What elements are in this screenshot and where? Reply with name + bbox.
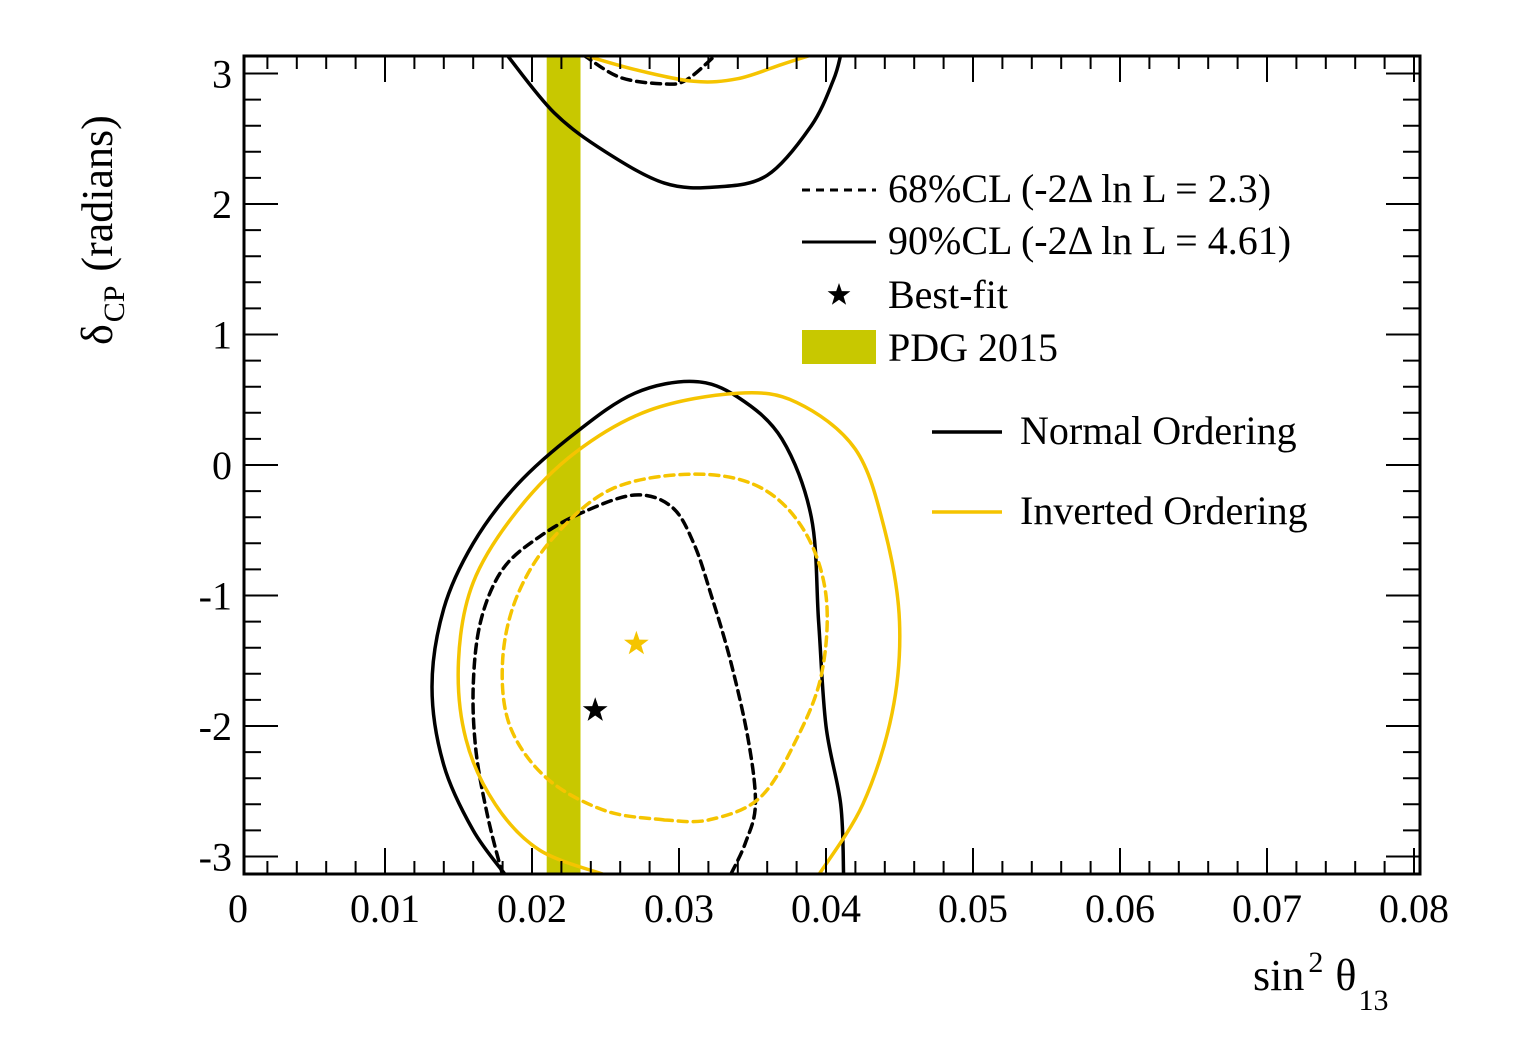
x-tick-label: 0.06 — [1085, 886, 1155, 931]
y-tick-label: 0 — [212, 443, 232, 488]
x-tick-label: 0.07 — [1232, 886, 1302, 931]
legend-inverted-ordering-label: Inverted Ordering — [1020, 488, 1308, 533]
y-tick-labels: -3 -2 -1 0 1 2 3 — [199, 52, 232, 880]
x-tick-label: 0 — [228, 886, 248, 931]
best-fit-marker-layer — [582, 630, 649, 721]
x-axis-title-sup: 2 — [1308, 946, 1323, 979]
contour-normal-ordering-90cl-segment-0 — [430, 379, 846, 874]
x-axis-title-sin: sin — [1253, 951, 1304, 1000]
legend-68cl-label: 68%CL (-2Δ ln L = 2.3) — [888, 166, 1271, 211]
legend-best-fit-label: Best-fit — [888, 272, 1008, 317]
legend-best-fit-star — [827, 283, 851, 305]
legend: 68%CL (-2Δ ln L = 2.3) 90%CL (-2Δ ln L =… — [802, 166, 1308, 533]
y-axis-title: δCP (radians) — [73, 115, 131, 345]
y-tick-label: -3 — [199, 835, 232, 880]
x-tick-labels: 0 0.01 0.02 0.03 0.04 0.05 0.06 0.07 0.08 — [228, 886, 1449, 931]
legend-pdg-label: PDG 2015 — [888, 325, 1058, 370]
x-axis-title: sin 2 θ13 — [1253, 946, 1388, 1017]
contour-normal-ordering-68cl-segment-0 — [471, 493, 758, 874]
y-axis-title-delta: δ — [73, 324, 122, 345]
contour-layer — [430, 56, 902, 874]
legend-pdg-swatch — [802, 330, 876, 364]
x-axis-title-theta: θ — [1335, 951, 1356, 1000]
x-tick-label: 0.03 — [644, 886, 714, 931]
pdg-2015-band — [546, 56, 581, 874]
y-tick-label: 3 — [212, 52, 232, 97]
x-axis-title-sub: 13 — [1358, 984, 1388, 1017]
contour-inverted-ordering-90cl-segment-1 — [582, 56, 813, 84]
tick-layer — [244, 56, 1420, 874]
y-tick-label: -2 — [199, 704, 232, 749]
y-tick-label: -1 — [199, 574, 232, 619]
y-axis-title-rest: (radians) — [73, 115, 122, 271]
x-tick-label: 0.01 — [350, 886, 420, 931]
x-tick-label: 0.02 — [497, 886, 567, 931]
best-fit-star-normal-ordering — [582, 697, 608, 721]
x-tick-label: 0.04 — [791, 886, 861, 931]
pdg-band-layer — [546, 56, 581, 874]
y-tick-label: 1 — [212, 313, 232, 358]
y-axis-title-sub: CP — [98, 286, 131, 323]
x-tick-label: 0.05 — [938, 886, 1008, 931]
svg-text:δCP(radians): δCP (radians) — [73, 115, 131, 345]
contour-normal-ordering-90cl-segment-1 — [505, 56, 843, 190]
legend-normal-ordering-label: Normal Ordering — [1020, 408, 1297, 453]
contour-inverted-ordering-90cl-segment-0 — [456, 391, 902, 874]
legend-90cl-label: 90%CL (-2Δ ln L = 4.61) — [888, 218, 1291, 263]
best-fit-star-inverted-ordering — [624, 630, 649, 655]
x-tick-label: 0.08 — [1379, 886, 1449, 931]
contour-inverted-ordering-68cl-segment-0 — [500, 472, 829, 824]
contour-normal-ordering-68cl-segment-1 — [582, 56, 718, 86]
y-tick-label: 2 — [212, 182, 232, 227]
